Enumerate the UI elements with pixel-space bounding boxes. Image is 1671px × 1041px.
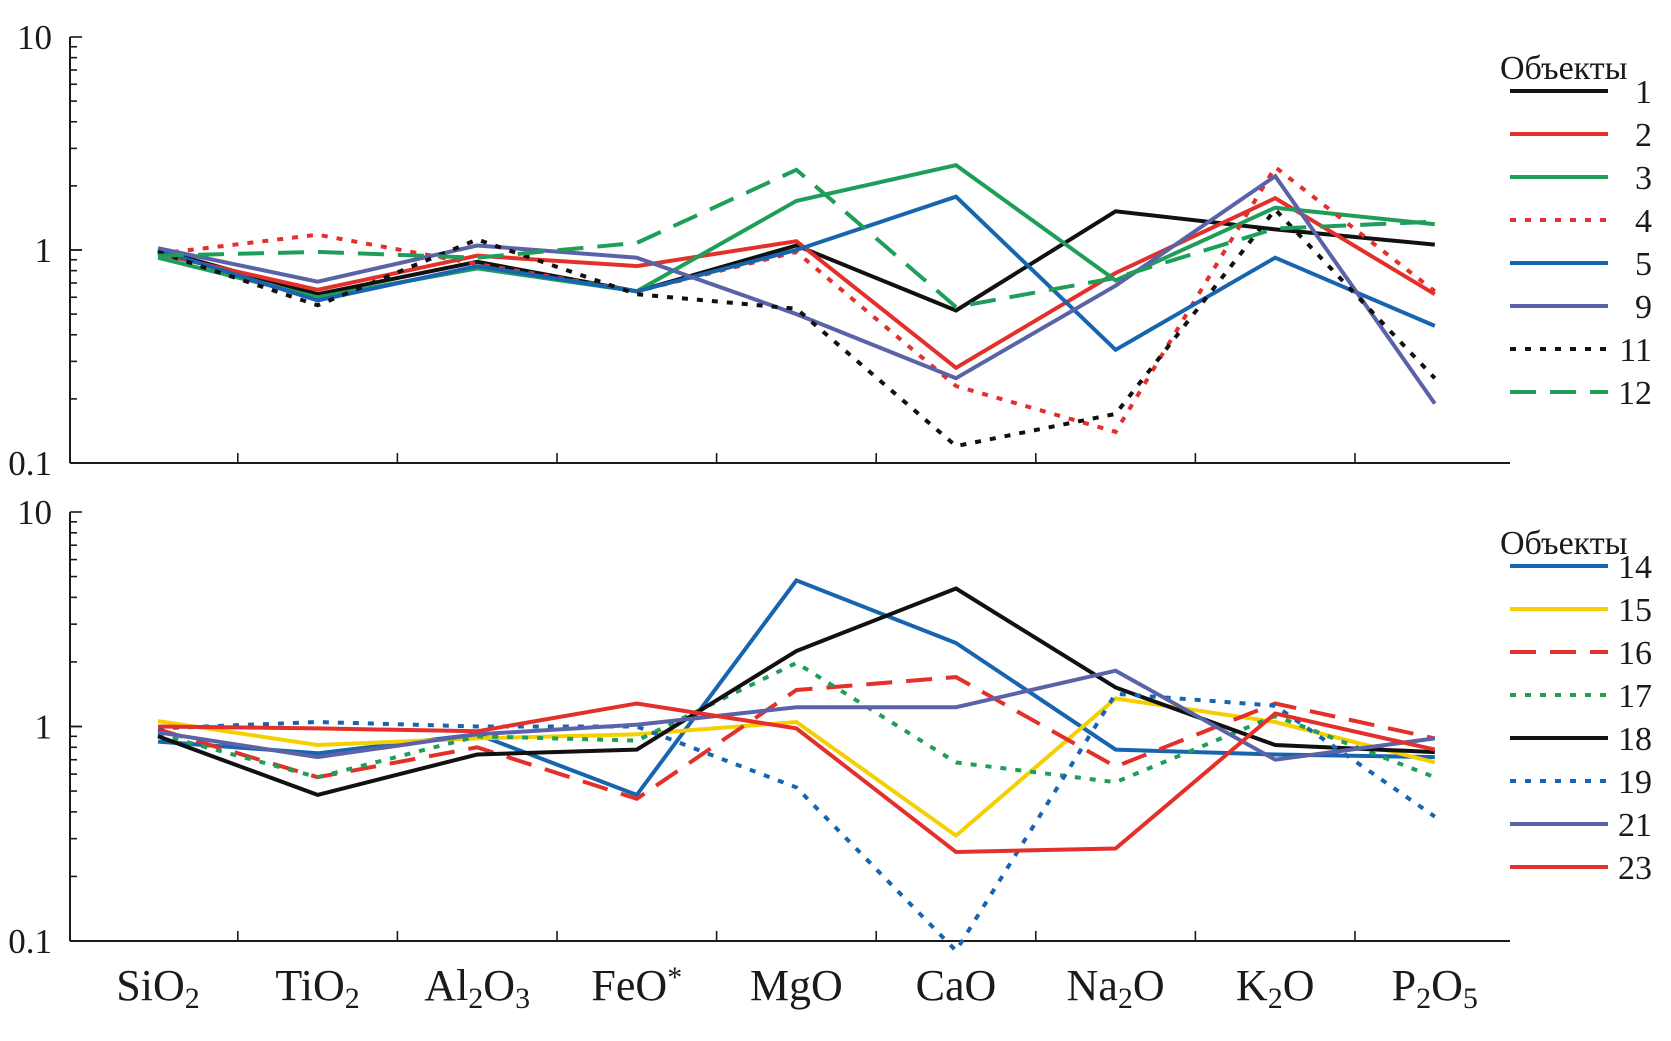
legend-label-17: 17 <box>1618 678 1652 715</box>
x-category-label: CaO <box>916 961 997 1010</box>
x-category-label: P2O5 <box>1392 961 1478 1015</box>
y-tick-label: 1 <box>35 708 53 747</box>
y-tick-label: 10 <box>17 493 52 532</box>
x-category-label: MgO <box>750 961 843 1010</box>
legend-label-4: 4 <box>1635 203 1652 240</box>
series-line-21 <box>157 668 1436 762</box>
category-axis-labels: SiO2 TiO2 Al2O3 FeO* MgO CaO Na2O K2O P2O5 <box>116 961 1478 1016</box>
legend-label-21: 21 <box>1618 807 1652 844</box>
legend-label-19: 19 <box>1618 764 1652 801</box>
series-line-14 <box>157 577 1435 798</box>
series-line-23 <box>157 701 1436 855</box>
x-category-label: K2O <box>1236 961 1315 1015</box>
legend-title: Объекты <box>1500 525 1628 562</box>
series-line-4 <box>157 164 1437 435</box>
legend-label-3: 3 <box>1635 160 1652 197</box>
y-tick-label: 10 <box>17 18 52 57</box>
legend-label-16: 16 <box>1618 635 1652 672</box>
legend-label-9: 9 <box>1635 289 1652 326</box>
y-tick-label: 1 <box>35 231 53 270</box>
legend-title: Объекты <box>1500 50 1628 87</box>
series-line-18 <box>157 586 1435 797</box>
y-tick-label: 0.1 <box>8 444 52 483</box>
legend-label-18: 18 <box>1618 721 1652 758</box>
legend-label-15: 15 <box>1618 592 1652 629</box>
legend-label-5: 5 <box>1635 246 1652 283</box>
series-line-16 <box>157 675 1436 802</box>
series-line-5 <box>157 194 1436 353</box>
series-line-15 <box>157 696 1436 839</box>
legend-label-1: 1 <box>1635 74 1652 111</box>
legend-label-14: 14 <box>1618 549 1652 586</box>
series-line-19 <box>157 691 1436 955</box>
x-category-label: SiO2 <box>116 961 199 1015</box>
x-category-label: Na2O <box>1067 961 1165 1015</box>
legend-label-23: 23 <box>1618 850 1652 887</box>
x-category-label: FeO* <box>591 961 682 1011</box>
legend-label-11: 11 <box>1619 332 1652 369</box>
y-tick-label: 0.1 <box>8 922 52 961</box>
series-line-1 <box>157 209 1435 313</box>
legend-label-2: 2 <box>1635 117 1652 154</box>
series-line-9 <box>157 173 1437 405</box>
x-category-label: Al2O3 <box>424 961 530 1015</box>
series-line-2 <box>157 195 1436 371</box>
series-line-12 <box>157 167 1435 310</box>
legend-label-12: 12 <box>1618 375 1652 412</box>
series-line-11 <box>157 206 1437 449</box>
x-category-label: TiO2 <box>275 961 359 1015</box>
